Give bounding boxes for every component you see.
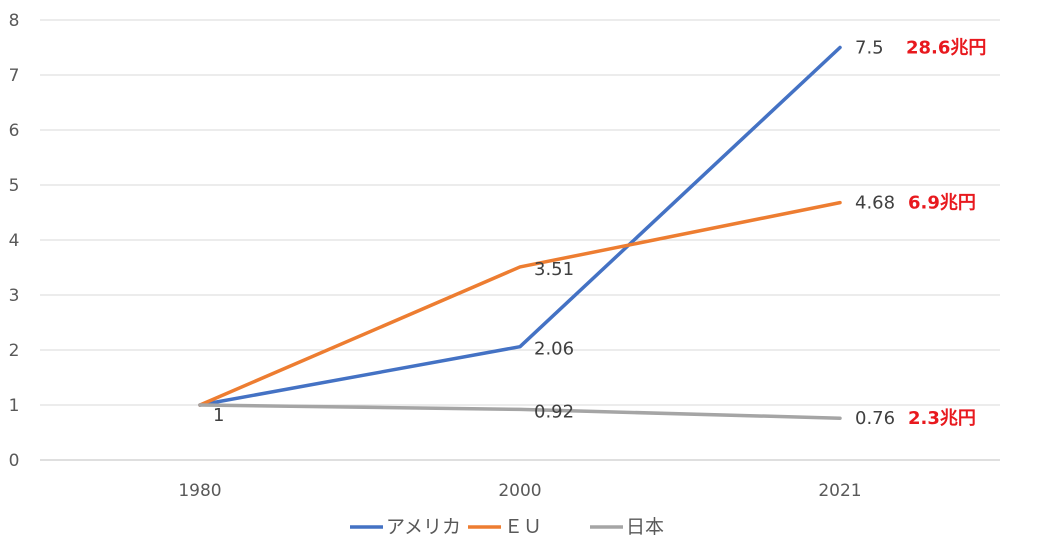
x-tick-label: 1980 bbox=[178, 481, 221, 501]
data-labels: 2.06 7.5 3.51 4.68 1 0.92 0.76 bbox=[213, 38, 895, 430]
data-label: 2.06 bbox=[534, 339, 574, 360]
y-tick-label: 1 bbox=[9, 396, 20, 416]
annotation-label: 6.9兆円 bbox=[908, 193, 976, 214]
series-line-1 bbox=[198, 200, 842, 407]
data-label: 3.51 bbox=[534, 259, 574, 280]
y-tick-label: 4 bbox=[9, 231, 20, 251]
x-tick-label: 2021 bbox=[818, 481, 861, 501]
x-axis-ticks: 1980 2000 2021 bbox=[178, 481, 861, 501]
series-line-2 bbox=[198, 403, 842, 420]
data-label: 4.68 bbox=[855, 193, 895, 214]
legend-entry: 日本 bbox=[626, 516, 664, 538]
y-tick-label: 8 bbox=[9, 11, 20, 31]
series-lines bbox=[198, 45, 842, 420]
y-tick-label: 6 bbox=[9, 121, 20, 141]
gridlines bbox=[40, 19, 1000, 461]
annotation-label: 2.3兆円 bbox=[908, 408, 976, 429]
data-label: 7.5 bbox=[855, 38, 884, 59]
annotation-label: 28.6兆円 bbox=[906, 38, 986, 59]
y-tick-label: 2 bbox=[9, 341, 20, 361]
y-tick-label: 7 bbox=[9, 66, 20, 86]
legend-entry: ＥＵ bbox=[504, 516, 542, 538]
y-axis-ticks: 0 1 2 3 4 5 6 7 8 bbox=[9, 11, 20, 471]
data-label: 0.92 bbox=[534, 401, 574, 422]
x-tick-label: 2000 bbox=[498, 481, 541, 501]
legend-entry: アメリカ bbox=[386, 516, 461, 538]
y-tick-label: 0 bbox=[9, 451, 20, 471]
data-label: 0.76 bbox=[855, 408, 895, 429]
y-tick-label: 3 bbox=[9, 286, 20, 306]
annotations: 28.6兆円 6.9兆円 2.3兆円 bbox=[906, 38, 986, 430]
legend: アメリカ ＥＵ 日本 bbox=[350, 516, 664, 538]
y-tick-label: 5 bbox=[9, 176, 20, 196]
series-line-0 bbox=[198, 45, 842, 407]
data-label: 1 bbox=[213, 405, 224, 426]
